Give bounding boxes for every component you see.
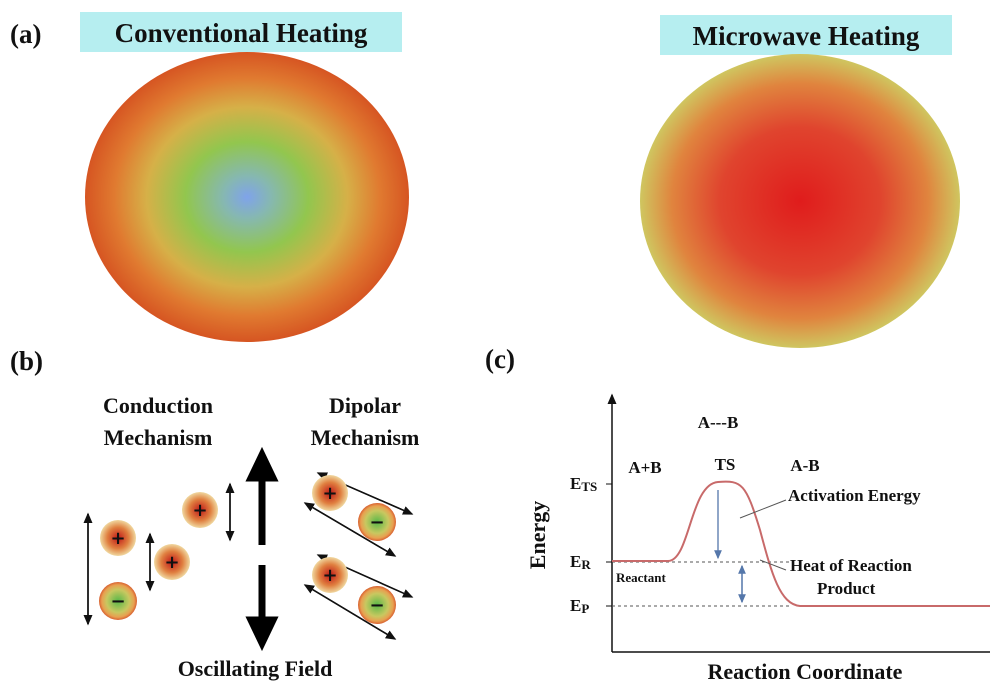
product-label: Product: [817, 579, 876, 598]
microwave-heating-disc: [640, 54, 960, 348]
reactants-label: A+B: [628, 458, 661, 477]
leader-line: [740, 500, 786, 518]
mechanism-label: Conduction: [103, 393, 213, 418]
activation-label: Activation Energy: [788, 486, 921, 505]
level-label: ETS: [570, 474, 597, 494]
mechanism-label: Mechanism: [311, 425, 420, 450]
panel-title: Conventional Heating: [115, 18, 368, 48]
level-symbol: E: [570, 552, 581, 571]
product-species-label: A-B: [790, 456, 819, 475]
charge-sign: −: [110, 591, 125, 612]
reactant-label: Reactant: [616, 570, 666, 585]
field-arrow-up: [251, 455, 273, 545]
y-axis-label: Energy: [525, 501, 550, 569]
charge-sign: −: [369, 512, 384, 533]
charge-sign: +: [322, 565, 337, 586]
panel-label: (c): [485, 344, 515, 374]
mechanism-label: Mechanism: [104, 425, 213, 450]
panel-title: Microwave Heating: [693, 21, 920, 51]
charge-sign: +: [192, 500, 207, 521]
level-symbol: E: [570, 474, 581, 493]
field-arrow-down: [251, 565, 273, 643]
particles: + + + − + − + −: [88, 473, 412, 639]
level-symbol: E: [570, 596, 581, 615]
charge-sign: −: [369, 595, 384, 616]
charge-sign: +: [110, 528, 125, 549]
conventional-heating-disc: [85, 52, 409, 342]
level-subscript: TS: [581, 479, 597, 494]
charge-sign: +: [322, 483, 337, 504]
mechanism-label: Dipolar: [329, 393, 401, 418]
x-axis-label: Reaction Coordinate: [708, 659, 903, 684]
figure: (a) Conventional Heating Microwave Heati…: [0, 0, 992, 684]
panel-label: (a): [10, 19, 41, 49]
heat-label: Heat of Reaction: [790, 556, 912, 575]
complex-label: A---B: [698, 413, 739, 432]
level-label: ER: [570, 552, 591, 572]
level-subscript: P: [581, 601, 589, 616]
charge-sign: +: [164, 552, 179, 573]
field-label: Oscillating Field: [178, 656, 333, 681]
level-subscript: R: [581, 557, 591, 572]
panel-label: (b): [10, 346, 43, 376]
level-label: EP: [570, 596, 589, 616]
ts-label: TS: [715, 455, 736, 474]
